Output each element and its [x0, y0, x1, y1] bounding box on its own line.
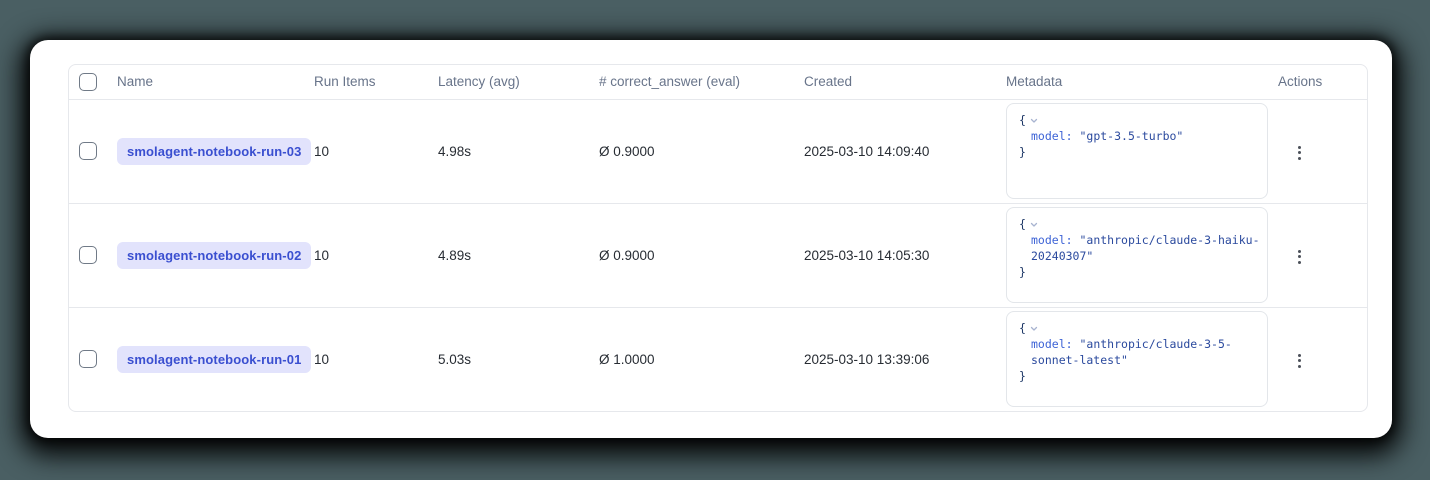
json-close-brace: } — [1019, 369, 1026, 384]
column-header-correct-answer: # correct_answer (eval) — [599, 65, 804, 100]
json-close-brace: } — [1019, 265, 1026, 279]
column-header-metadata: Metadata — [1006, 65, 1278, 100]
chevron-down-icon[interactable] — [1029, 220, 1039, 230]
json-open-brace: { — [1019, 217, 1026, 231]
table-header-row: Name Run Items Latency (avg) # correct_a… — [69, 65, 1367, 100]
metadata-json-viewer: { model: "gpt-3.5-turbo" } — [1006, 103, 1268, 199]
json-open-brace: { — [1019, 321, 1026, 336]
run-items-value: 10 — [314, 351, 330, 367]
latency-value: 4.98s — [438, 99, 599, 204]
table-row: smolagent-notebook-run-01 10 5.03s Ø 1.0… — [69, 307, 1367, 411]
run-items-value: 10 — [314, 203, 438, 308]
json-value: "gpt-3.5-turbo" — [1079, 129, 1184, 143]
runs-table: Name Run Items Latency (avg) # correct_a… — [69, 65, 1367, 411]
metadata-json-viewer: { model: "anthropic/claude-3-haiku-20240… — [1006, 207, 1268, 303]
runs-table-container: Name Run Items Latency (avg) # correct_a… — [68, 64, 1368, 412]
select-all-checkbox[interactable] — [79, 72, 97, 91]
created-value: 2025-03-10 13:39:06 — [804, 351, 930, 367]
json-value: "anthropic/claude-3-haiku-20240307" — [1031, 233, 1260, 263]
column-header-created: Created — [804, 65, 1006, 100]
row-checkbox[interactable] — [79, 246, 97, 264]
table-row: smolagent-notebook-run-03 10 4.98s Ø 0.9… — [69, 99, 1367, 204]
row-checkbox[interactable] — [79, 142, 97, 160]
json-key: model: — [1031, 233, 1073, 247]
run-items-value: 10 — [314, 99, 438, 204]
row-actions-kebab-icon[interactable] — [1290, 140, 1309, 166]
table-row: smolagent-notebook-run-02 10 4.89s Ø 0.9… — [69, 203, 1367, 308]
json-value: "anthropic/claude-3-5-sonnet-latest" — [1031, 337, 1232, 368]
run-name-badge[interactable]: smolagent-notebook-run-03 — [117, 137, 312, 165]
column-header-latency: Latency (avg) — [438, 65, 599, 100]
latency-value: 4.89s — [438, 203, 599, 308]
column-header-run-items: Run Items — [314, 65, 438, 100]
row-actions-kebab-icon[interactable] — [1290, 348, 1309, 374]
latency-value: 5.03s — [438, 351, 472, 367]
json-open-brace: { — [1019, 113, 1026, 127]
column-header-actions: Actions — [1278, 65, 1367, 100]
created-value: 2025-03-10 14:05:30 — [804, 203, 1006, 308]
chevron-down-icon[interactable] — [1029, 324, 1039, 334]
row-actions-kebab-icon[interactable] — [1290, 244, 1309, 270]
created-value: 2025-03-10 14:09:40 — [804, 99, 1006, 204]
metadata-json-viewer: { model: "anthropic/claude-3-5-sonnet-la… — [1006, 311, 1268, 408]
json-close-brace: } — [1019, 145, 1026, 159]
chevron-down-icon[interactable] — [1029, 116, 1039, 126]
correct-answer-value: Ø 0.9000 — [599, 203, 804, 308]
json-key: model: — [1031, 129, 1073, 143]
runs-card: Name Run Items Latency (avg) # correct_a… — [30, 40, 1392, 438]
row-checkbox[interactable] — [79, 350, 97, 369]
correct-answer-value: Ø 0.9000 — [599, 99, 804, 204]
run-name-badge[interactable]: smolagent-notebook-run-01 — [117, 345, 312, 373]
column-header-name: Name — [117, 65, 314, 100]
json-key: model: — [1031, 337, 1073, 352]
run-name-badge[interactable]: smolagent-notebook-run-02 — [117, 241, 312, 269]
correct-answer-value: Ø 1.0000 — [599, 351, 655, 367]
